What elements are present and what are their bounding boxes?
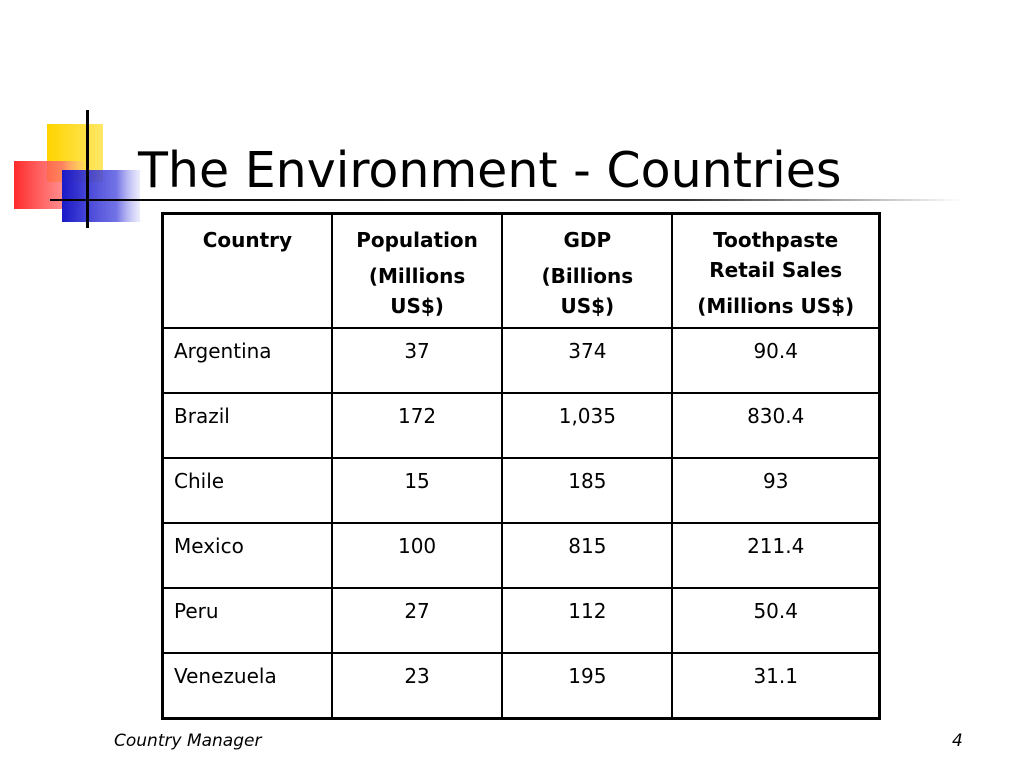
cell-population: 15	[330, 457, 504, 524]
cell-country: Venezuela	[161, 652, 333, 719]
page-number: 4	[952, 731, 963, 751]
cell-sales: 93	[671, 457, 881, 524]
slide-title: The Environment - Countries	[138, 142, 842, 199]
table-row: Chile 15 185 93	[161, 457, 881, 524]
header-gdp: GDP (Billions US$)	[501, 212, 674, 329]
cell-population: 172	[330, 392, 504, 459]
decorative-squares-logo	[14, 110, 140, 228]
cell-country: Mexico	[161, 522, 333, 589]
header-population: Population (Millions US$)	[330, 212, 504, 329]
cell-gdp: 815	[501, 522, 674, 589]
cell-gdp: 1,035	[501, 392, 674, 459]
cell-population: 100	[330, 522, 504, 589]
cell-population: 27	[330, 587, 504, 654]
title-underline	[50, 199, 962, 201]
table-row: Peru 27 112 50.4	[161, 587, 881, 654]
table-row: Venezuela 23 195 31.1	[161, 652, 881, 719]
cell-gdp: 374	[501, 327, 674, 394]
cell-sales: 90.4	[671, 327, 881, 394]
table-header-row: Country Population (Millions US$) GDP (B…	[161, 212, 881, 329]
cell-gdp: 195	[501, 652, 674, 719]
cell-population: 23	[330, 652, 504, 719]
cell-country: Peru	[161, 587, 333, 654]
cell-sales: 31.1	[671, 652, 881, 719]
cell-population: 37	[330, 327, 504, 394]
table-row: Brazil 172 1,035 830.4	[161, 392, 881, 459]
countries-table: Country Population (Millions US$) GDP (B…	[161, 212, 881, 720]
header-country: Country	[161, 212, 333, 329]
header-toothpaste-sales: Toothpaste Retail Sales (Millions US$)	[671, 212, 881, 329]
vertical-line	[86, 110, 89, 228]
blue-square	[62, 170, 140, 222]
table-row: Mexico 100 815 211.4	[161, 522, 881, 589]
cell-country: Brazil	[161, 392, 333, 459]
cell-country: Chile	[161, 457, 333, 524]
cell-country: Argentina	[161, 327, 333, 394]
cell-sales: 211.4	[671, 522, 881, 589]
cell-gdp: 112	[501, 587, 674, 654]
cell-sales: 830.4	[671, 392, 881, 459]
footer-label: Country Manager	[114, 731, 262, 751]
cell-sales: 50.4	[671, 587, 881, 654]
cell-gdp: 185	[501, 457, 674, 524]
table-row: Argentina 37 374 90.4	[161, 327, 881, 394]
